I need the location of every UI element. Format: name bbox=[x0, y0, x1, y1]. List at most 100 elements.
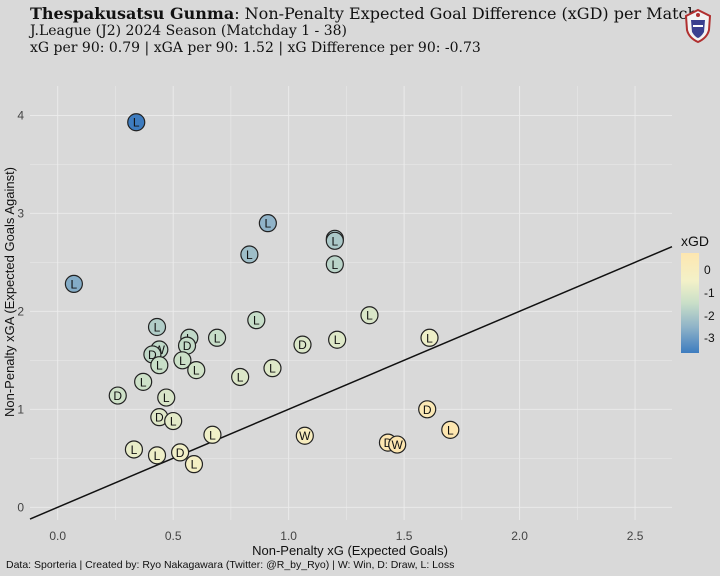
data-point: L bbox=[164, 411, 183, 431]
data-point: L bbox=[420, 328, 439, 347]
title-block: Thespakusatsu Gunma: Non-Penalty Expecte… bbox=[30, 4, 698, 57]
data-point-label: L bbox=[447, 423, 454, 437]
data-point-marker bbox=[420, 328, 439, 347]
data-point-label: L bbox=[71, 277, 78, 291]
data-point: L bbox=[203, 425, 222, 444]
data-point-marker bbox=[325, 231, 344, 250]
data-point: L bbox=[441, 420, 460, 439]
chart-title: Thespakusatsu Gunma: Non-Penalty Expecte… bbox=[30, 4, 698, 23]
data-point-marker bbox=[325, 255, 344, 274]
data-point-marker bbox=[247, 311, 266, 330]
data-point: L bbox=[147, 317, 167, 337]
caption: Data: Sporteria | Created by: Ryo Nakaga… bbox=[6, 559, 455, 571]
x-tick-label: 1.5 bbox=[396, 529, 413, 543]
data-point-label: L bbox=[209, 428, 216, 442]
data-point-marker bbox=[134, 372, 153, 391]
data-point-marker bbox=[418, 400, 437, 419]
reference-line bbox=[29, 245, 673, 520]
data-point: L bbox=[147, 446, 167, 465]
legend-tick-label: -2 bbox=[704, 308, 715, 323]
data-point-label: W bbox=[299, 429, 311, 443]
x-tick-label: 2.0 bbox=[511, 529, 528, 543]
data-point-label: W bbox=[392, 438, 404, 452]
data-point-label: L bbox=[246, 248, 253, 262]
data-point: L bbox=[127, 113, 146, 132]
data-point: W bbox=[388, 435, 407, 454]
y-tick-label: 2 bbox=[17, 304, 24, 318]
data-point: W bbox=[295, 426, 314, 445]
data-points: LLLDLLLLLLLLLLDDWDLLLLLLDLDLDLLWDWLDLL bbox=[64, 113, 460, 474]
data-point-label: D bbox=[148, 348, 157, 362]
x-tick-label: 1.0 bbox=[280, 529, 297, 543]
data-point: L bbox=[124, 440, 144, 459]
data-point-marker bbox=[171, 443, 190, 462]
data-point-marker bbox=[157, 388, 176, 407]
data-point-label: D bbox=[384, 436, 393, 450]
data-point-marker bbox=[187, 361, 206, 380]
data-point-marker bbox=[173, 351, 192, 370]
legend-color-bar bbox=[681, 253, 699, 353]
data-point-label: L bbox=[334, 333, 341, 347]
data-point-label: D bbox=[155, 411, 164, 425]
data-point-marker bbox=[184, 455, 204, 474]
data-point: D bbox=[171, 443, 190, 462]
data-point: L bbox=[231, 367, 250, 387]
data-point: D bbox=[293, 335, 312, 354]
x-tick-label: 0.5 bbox=[165, 529, 182, 543]
data-point-label: L bbox=[133, 116, 140, 130]
data-point: L bbox=[325, 231, 344, 250]
data-point-label: L bbox=[170, 415, 177, 429]
data-point-label: L bbox=[131, 443, 138, 457]
data-point: D bbox=[418, 400, 437, 419]
data-point-label: L bbox=[426, 331, 433, 345]
data-point: L bbox=[328, 330, 347, 349]
data-point-label: L bbox=[140, 375, 147, 389]
data-point-marker bbox=[203, 425, 222, 444]
data-point-label: L bbox=[193, 364, 200, 378]
club-crest-icon bbox=[684, 8, 712, 44]
data-point-marker bbox=[258, 214, 277, 233]
data-point: L bbox=[325, 255, 344, 274]
data-point-label: D bbox=[176, 446, 185, 460]
data-point: L bbox=[187, 361, 206, 380]
data-point: D bbox=[108, 386, 127, 405]
data-point-label: L bbox=[154, 321, 161, 335]
chart-stats: xG per 90: 0.79 | xGA per 90: 1.52 | xG … bbox=[30, 40, 481, 56]
data-point-label: L bbox=[331, 258, 338, 272]
data-point: L bbox=[134, 372, 153, 391]
legend-tick-label: -1 bbox=[704, 285, 715, 300]
data-point-label: L bbox=[269, 362, 276, 376]
data-point-marker bbox=[147, 317, 167, 337]
data-point-marker bbox=[441, 420, 460, 439]
legend-title: xGD bbox=[681, 233, 709, 249]
legend-tick-label: 0 bbox=[704, 263, 711, 278]
team-name: Thespakusatsu Gunma bbox=[30, 4, 235, 23]
grid bbox=[30, 86, 672, 520]
data-point: L bbox=[247, 311, 266, 330]
y-tick-label: 3 bbox=[17, 206, 24, 220]
data-point-label: L bbox=[331, 234, 338, 248]
data-point: L bbox=[240, 245, 259, 264]
x-tick-label: 2.5 bbox=[627, 529, 644, 543]
data-point-label: L bbox=[154, 449, 161, 463]
x-axis-label: Non-Penalty xG (Expected Goals) bbox=[252, 543, 448, 558]
data-point-label: L bbox=[163, 391, 170, 405]
data-point: L bbox=[173, 351, 192, 370]
data-point-marker bbox=[231, 367, 250, 387]
data-point: L bbox=[207, 328, 227, 347]
chart-subtitle: J.League (J2) 2024 Season (Matchday 1 - … bbox=[30, 23, 348, 39]
data-point-marker bbox=[388, 435, 407, 454]
data-point: L bbox=[64, 274, 83, 293]
data-point-marker bbox=[360, 306, 379, 325]
data-point-label: L bbox=[253, 314, 260, 328]
data-point-label: L bbox=[156, 359, 163, 373]
y-tick-label: 0 bbox=[17, 500, 24, 514]
data-point-marker bbox=[124, 440, 144, 459]
data-point-label: L bbox=[214, 331, 221, 345]
data-point: L bbox=[150, 356, 169, 375]
data-point: L bbox=[184, 455, 204, 474]
data-point-marker bbox=[240, 245, 259, 264]
title-text: : Non-Penalty Expected Goal Difference (… bbox=[234, 4, 698, 23]
data-point: L bbox=[263, 359, 282, 378]
